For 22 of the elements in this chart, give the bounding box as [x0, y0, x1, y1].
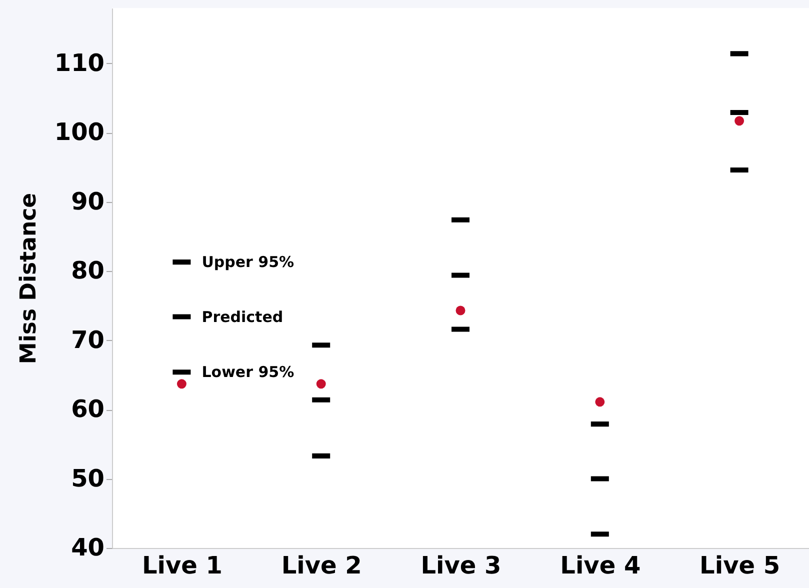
- series-label: Upper 95%: [202, 253, 294, 272]
- series-label: Lower 95%: [202, 363, 294, 382]
- x-tick-label: Live 5: [700, 552, 780, 580]
- y-axis-title: Miss Distance: [16, 192, 42, 364]
- y-tick-label: 70: [71, 326, 104, 354]
- point: [176, 379, 186, 389]
- y-tick-label: 60: [71, 395, 104, 424]
- x-tick-label: Live 3: [420, 552, 502, 580]
- x-tick-label: Live 1: [142, 552, 222, 580]
- y-tick-label: 110: [54, 48, 104, 77]
- y-tick-label: 50: [71, 464, 104, 492]
- y-tick-label: 100: [54, 118, 104, 146]
- x-tick-label: Live 2: [281, 552, 362, 580]
- y-tick-label: 90: [71, 187, 104, 216]
- point: [734, 116, 744, 126]
- point: [316, 379, 326, 389]
- y-tick-label: 80: [71, 256, 104, 285]
- point: [456, 306, 466, 316]
- x-tick-label: Live 4: [560, 552, 641, 580]
- point: [595, 397, 605, 407]
- y-tick-label: 40: [71, 534, 104, 562]
- series-label: Predicted: [202, 308, 284, 326]
